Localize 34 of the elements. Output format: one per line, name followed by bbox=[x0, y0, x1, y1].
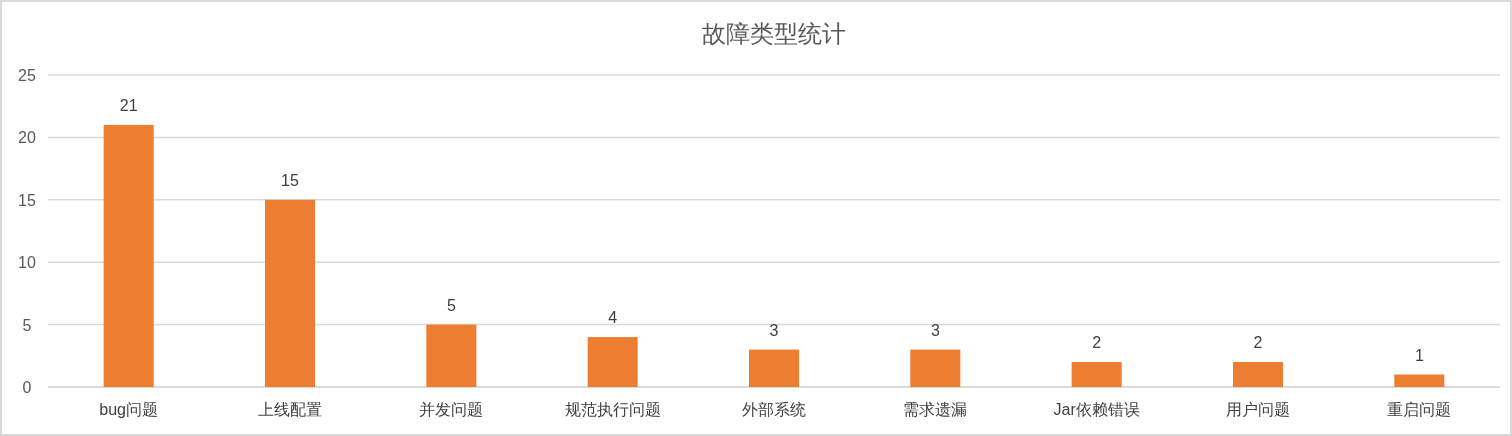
bar bbox=[103, 124, 154, 387]
x-tick-label: 上线配置 bbox=[258, 401, 322, 418]
data-label: 15 bbox=[281, 171, 299, 189]
bar bbox=[265, 199, 315, 387]
x-tick-label: Jar依赖错误 bbox=[1053, 401, 1140, 418]
bar bbox=[1233, 362, 1283, 387]
y-tick-label: 15 bbox=[18, 191, 36, 209]
data-label: 2 bbox=[1253, 334, 1263, 352]
y-tick-label: 20 bbox=[18, 129, 36, 147]
data-label: 3 bbox=[930, 321, 940, 339]
x-tick-label: 并发问题 bbox=[419, 401, 484, 418]
bar bbox=[910, 349, 961, 387]
x-tick-label: 需求遗漏 bbox=[903, 401, 968, 418]
data-label: 5 bbox=[446, 296, 456, 314]
chart-title: 故障类型统计 bbox=[702, 20, 846, 47]
x-tick-label: 规范执行问题 bbox=[564, 401, 661, 418]
bar bbox=[426, 324, 477, 387]
bar bbox=[749, 349, 799, 387]
bar bbox=[1071, 362, 1122, 387]
y-tick-label: 0 bbox=[22, 379, 32, 396]
x-tick-label: bug问题 bbox=[99, 401, 159, 418]
data-label: 1 bbox=[1414, 346, 1424, 364]
data-label: 4 bbox=[608, 309, 618, 327]
bar bbox=[1394, 374, 1445, 387]
x-tick-label: 外部系统 bbox=[742, 401, 806, 418]
y-tick-label: 10 bbox=[18, 254, 36, 272]
x-tick-label: 重启问题 bbox=[1387, 401, 1452, 418]
x-tick-label: 用户问题 bbox=[1226, 401, 1290, 418]
data-label: 21 bbox=[119, 96, 138, 114]
data-label: 2 bbox=[1092, 334, 1102, 352]
data-label: 3 bbox=[769, 321, 779, 339]
bar bbox=[587, 337, 638, 387]
y-tick-label: 5 bbox=[22, 316, 32, 334]
y-tick-label: 25 bbox=[18, 67, 36, 84]
